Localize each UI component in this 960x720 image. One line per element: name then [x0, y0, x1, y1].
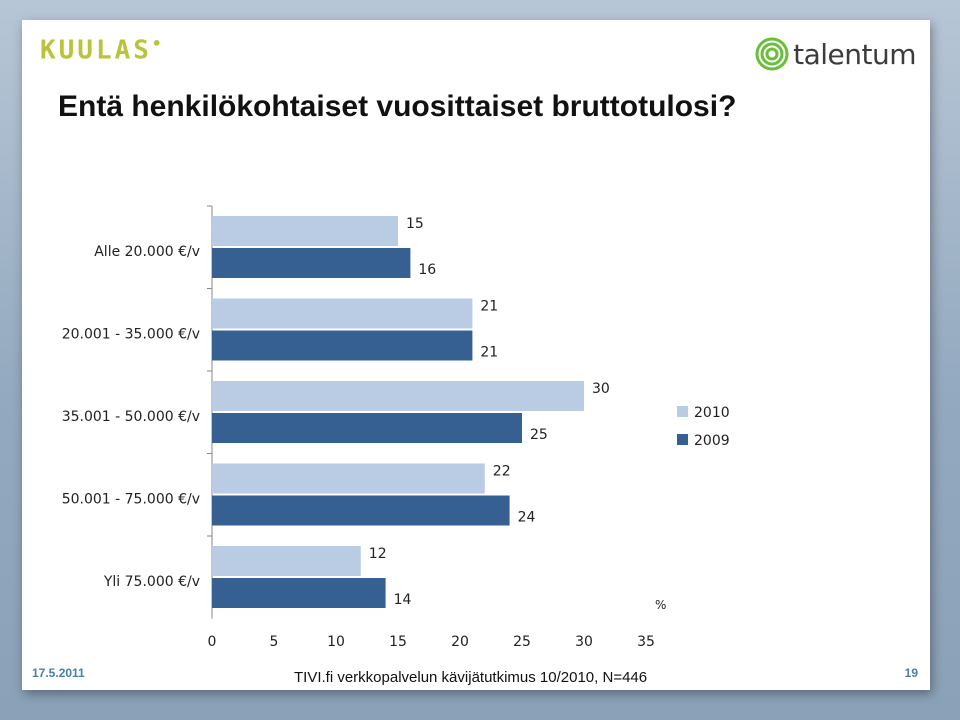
slide: KUULAS• talentum Entä henkilökohtaiset v… — [22, 20, 930, 690]
kuulas-logo-text: KUULAS — [40, 35, 152, 66]
bar-2009 — [212, 495, 510, 526]
bar-2009 — [212, 413, 522, 443]
category-label: 20.001 - 35.000 €/v — [62, 327, 200, 343]
unit-label: % — [655, 598, 666, 612]
slide-title: Entä henkilökohtaiset vuosittaiset brutt… — [58, 90, 737, 123]
data-label-2010: 22 — [493, 464, 511, 480]
data-label-2009: 25 — [530, 427, 548, 443]
talentum-logo: talentum — [755, 34, 916, 74]
data-label-2009: 21 — [480, 345, 498, 361]
talentum-ring-icon — [755, 37, 789, 71]
category-label: Alle 20.000 €/v — [94, 244, 200, 260]
data-label-2010: 21 — [480, 299, 498, 315]
legend-swatch-2010 — [677, 406, 688, 417]
bar-2010 — [212, 381, 584, 411]
footer-date: 17.5.2011 — [32, 666, 85, 680]
x-tick-label: 25 — [513, 634, 531, 650]
category-label: 50.001 - 75.000 €/v — [62, 492, 200, 508]
x-tick-label: 10 — [327, 634, 345, 650]
talentum-logo-text: talentum — [793, 37, 916, 71]
bar-2009 — [212, 330, 473, 361]
x-tick-label: 30 — [575, 634, 593, 650]
bar-2010 — [212, 216, 398, 246]
category-label: 35.001 - 50.000 €/v — [62, 409, 200, 425]
bar-2009 — [212, 248, 411, 278]
x-tick-label: 35 — [637, 634, 655, 650]
bar-2010 — [212, 298, 473, 329]
data-label-2009: 16 — [418, 262, 436, 278]
bar-2010 — [212, 546, 361, 576]
x-tick-label: 5 — [270, 634, 279, 650]
legend-swatch-2009 — [677, 434, 688, 445]
x-tick-label: 20 — [451, 634, 469, 650]
legend-label-2009: 2009 — [694, 433, 730, 449]
data-label-2010: 30 — [592, 381, 610, 397]
kuulas-logo: KUULAS• — [40, 34, 165, 66]
bar-chart: Alle 20.000 €/v 15 16 20.001 - 35.000 €/v 21… — [62, 205, 730, 650]
x-tick-label: 15 — [389, 634, 407, 650]
category-label: Yli 75.000 €/v — [103, 574, 200, 590]
data-label-2009: 24 — [518, 510, 536, 526]
footer-source: TIVI.fi verkkopalvelun kävijätutkimus 10… — [294, 669, 648, 686]
data-label-2010: 12 — [369, 546, 387, 562]
data-label-2010: 15 — [406, 216, 424, 232]
legend-label-2010: 2010 — [694, 405, 730, 421]
data-label-2009: 14 — [394, 592, 412, 608]
bar-2009 — [212, 578, 386, 608]
x-tick-label: 0 — [208, 634, 217, 650]
page-number: 19 — [904, 666, 918, 680]
bar-2010 — [212, 463, 485, 494]
